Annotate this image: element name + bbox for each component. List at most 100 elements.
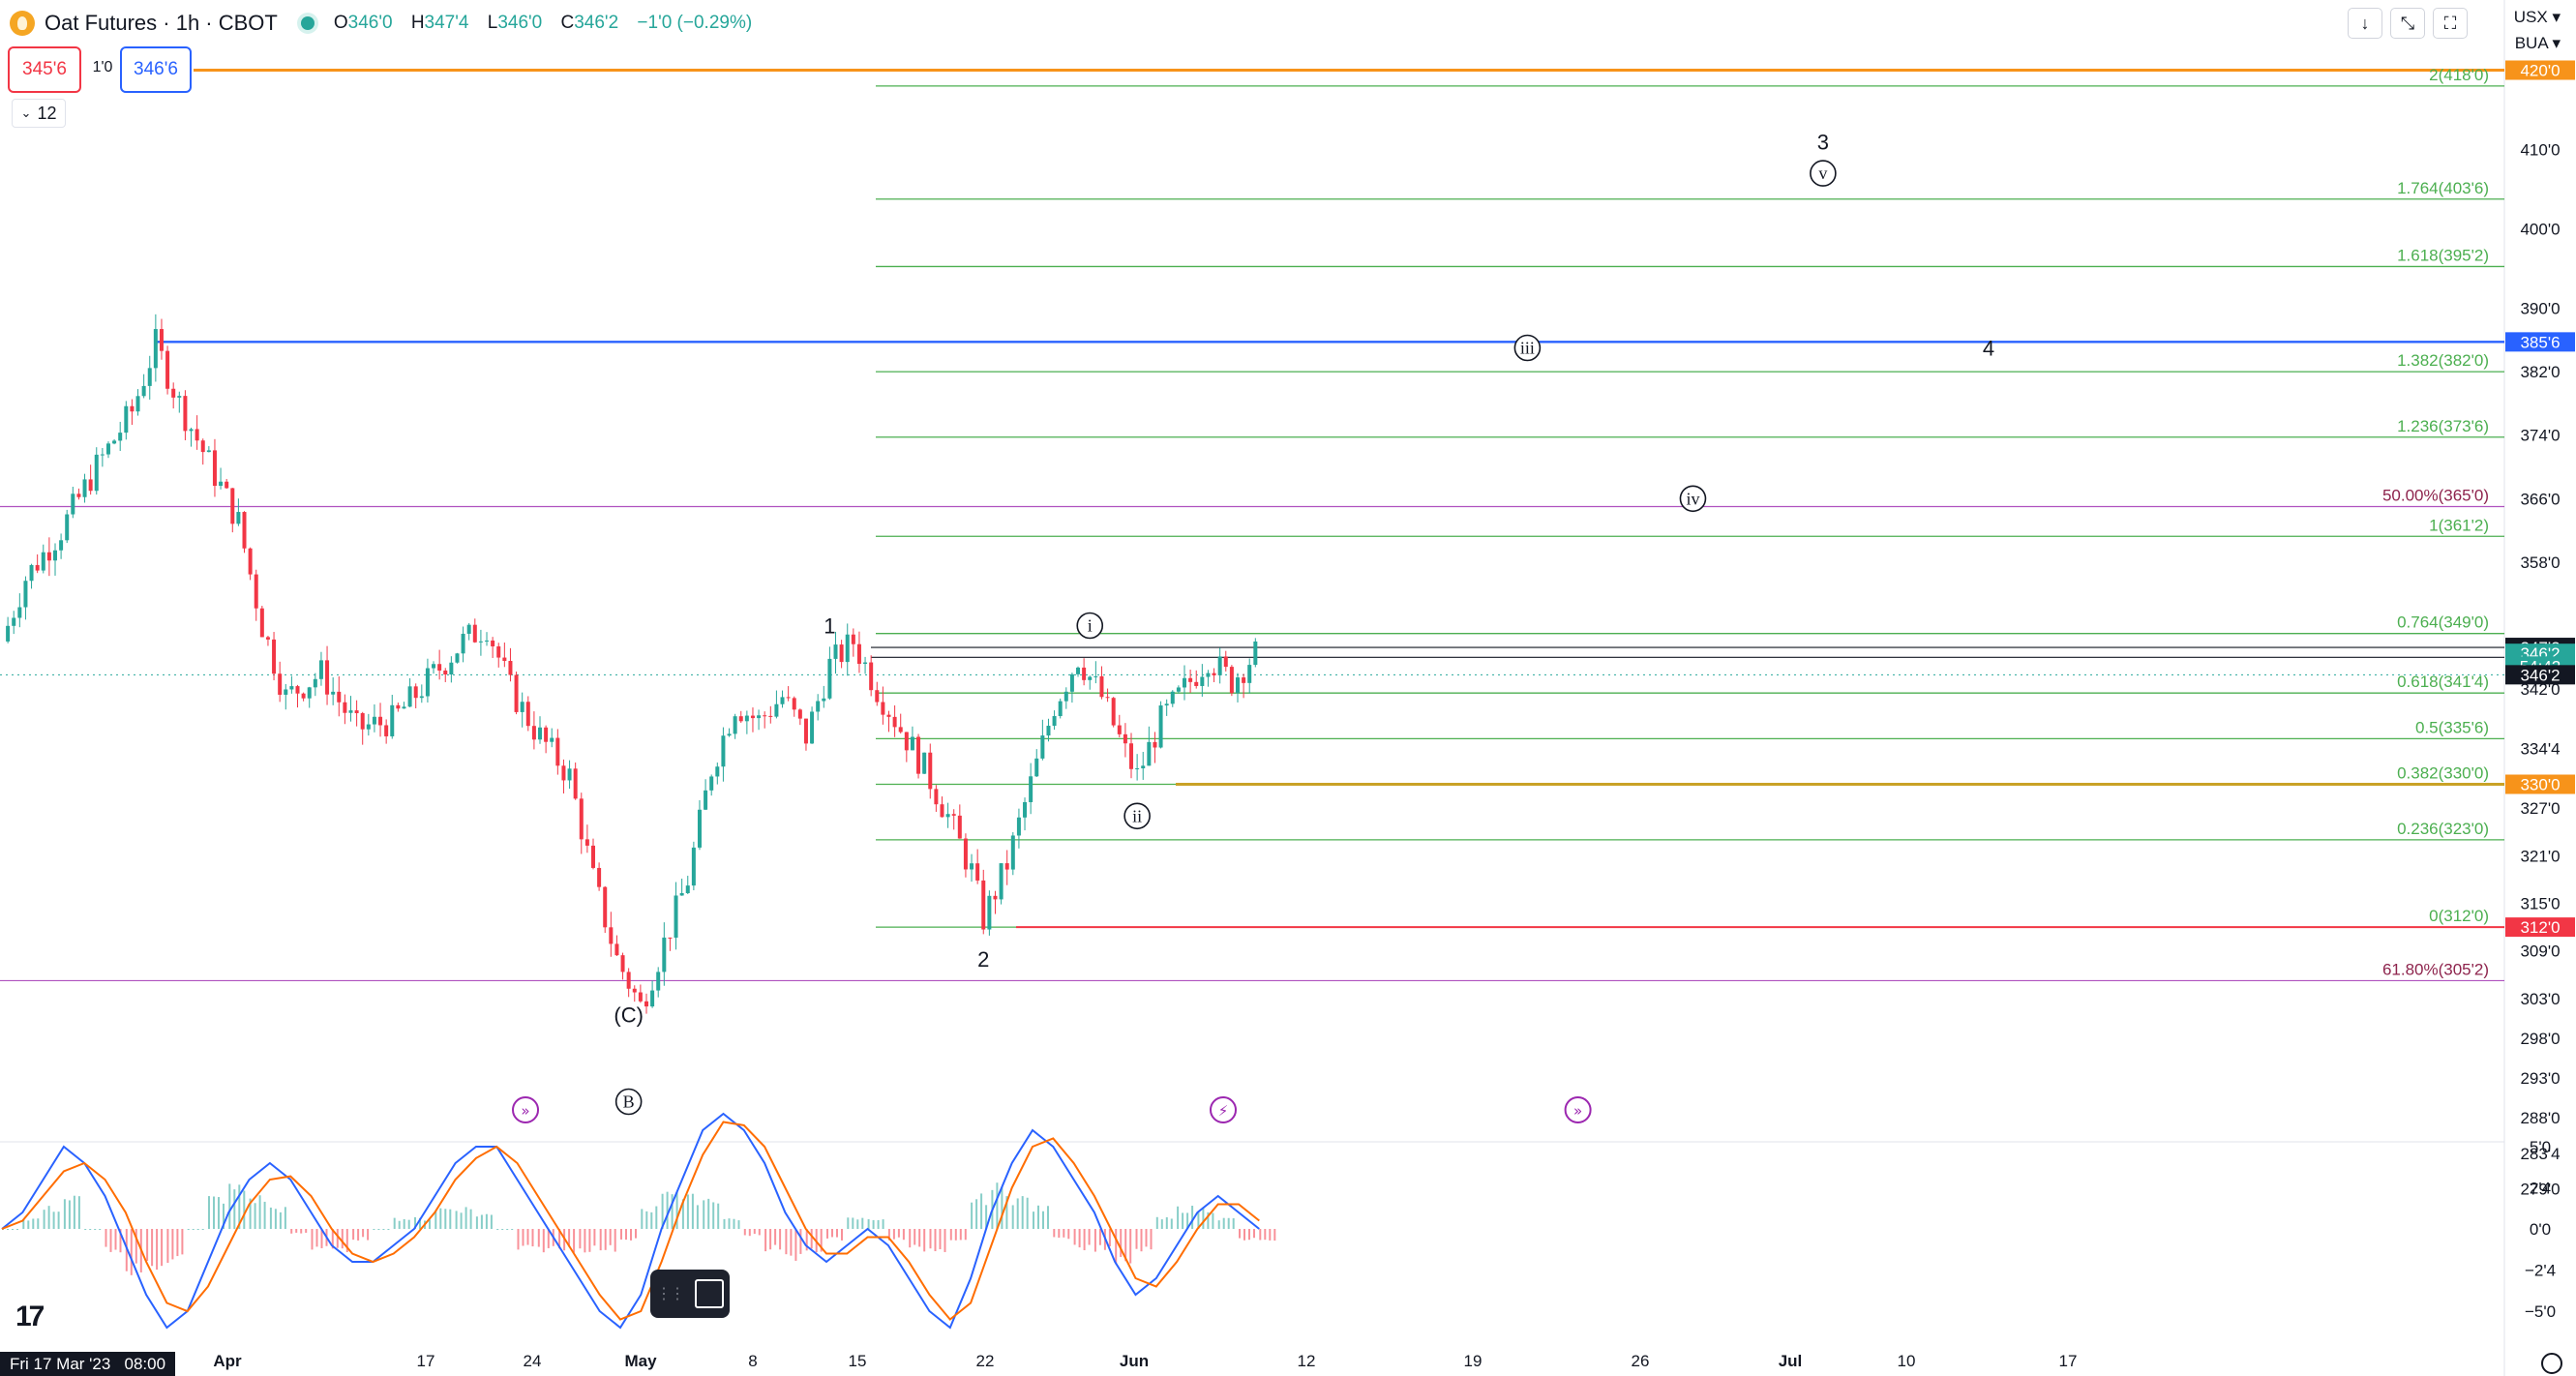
candle-body — [1088, 676, 1093, 680]
candle-body — [525, 702, 530, 727]
fib-level-label: 0(312'0) — [2429, 907, 2489, 925]
candle-body — [614, 943, 619, 956]
candle-body — [118, 433, 123, 441]
candle-body — [295, 686, 300, 694]
candle-body — [289, 686, 294, 690]
unit-select[interactable]: BUA ▾ — [2514, 34, 2561, 52]
osc-histogram-bar — [166, 1229, 169, 1264]
osc-histogram-bar — [944, 1229, 946, 1252]
osc-histogram-bar — [558, 1229, 561, 1249]
osc-histogram-bar — [1212, 1212, 1214, 1229]
price-axis-label: 390'0 — [2520, 300, 2560, 318]
osc-histogram-bar — [593, 1229, 596, 1246]
osc-axis-label: −2'4 — [2525, 1262, 2556, 1280]
candle-body — [52, 550, 57, 561]
osc-histogram-bar — [918, 1229, 921, 1247]
time-axis-label: 17 — [2059, 1352, 2078, 1370]
market-status-icon[interactable] — [300, 16, 315, 30]
candle-body — [378, 716, 383, 726]
candle-body — [23, 581, 28, 608]
candle-body — [1040, 735, 1045, 759]
forward-icon[interactable] — [512, 1096, 540, 1123]
osc-histogram-bar — [1165, 1216, 1168, 1229]
arrow-down-icon[interactable]: ↓ — [2348, 8, 2382, 39]
osc-histogram-bar — [882, 1219, 884, 1229]
osc-histogram-bar — [1160, 1219, 1163, 1229]
osc-histogram-bar — [434, 1211, 437, 1229]
osc-histogram-bar — [16, 1229, 18, 1230]
candle-body — [147, 368, 152, 386]
osc-histogram-bar — [196, 1229, 199, 1230]
select-tool-icon[interactable] — [695, 1279, 724, 1308]
price-axis-label: 303'0 — [2520, 990, 2560, 1008]
candle-body — [318, 660, 323, 679]
candle-body — [839, 644, 844, 663]
drawing-toolbar[interactable]: ⋮⋮ — [650, 1270, 730, 1318]
price-badge-label: 312'0 — [2520, 918, 2560, 937]
candle-body — [674, 895, 678, 939]
osc-histogram-bar — [455, 1211, 458, 1229]
candle-body — [112, 440, 117, 444]
candle-body — [94, 454, 99, 492]
candle-body — [307, 687, 312, 699]
time-axis-label: 12 — [1298, 1352, 1316, 1370]
osc-histogram-bar — [686, 1194, 689, 1229]
candle-body — [242, 512, 247, 549]
osc-histogram-bar — [892, 1229, 895, 1240]
candle-body — [502, 657, 507, 662]
osc-histogram-bar — [414, 1216, 416, 1229]
bolt-icon[interactable] — [1210, 1096, 1237, 1123]
time-axis-label: May — [624, 1352, 657, 1370]
osc-histogram-bar — [1232, 1218, 1235, 1229]
fib-level-label: 0.618(341'4) — [2397, 673, 2489, 691]
symbol-title[interactable]: Oat Futures · 1h · CBOT — [45, 11, 278, 35]
candle-body — [313, 678, 317, 688]
wave-label-circle — [1123, 802, 1151, 830]
currency-select[interactable]: USX ▾ — [2513, 8, 2561, 26]
candle-body — [1046, 726, 1051, 736]
osc-histogram-bar — [1239, 1229, 1241, 1239]
sell-button[interactable]: 345'6 — [8, 46, 81, 93]
candle-body — [531, 726, 536, 740]
osc-histogram-bar — [119, 1229, 122, 1253]
osc-histogram-bar — [506, 1229, 509, 1230]
osc-histogram-bar — [1063, 1229, 1065, 1238]
osc-histogram-bar — [635, 1229, 637, 1239]
osc-histogram-bar — [588, 1229, 591, 1252]
osc-histogram-bar — [959, 1229, 962, 1241]
forward-icon[interactable] — [1564, 1096, 1592, 1123]
gear-icon[interactable] — [2541, 1353, 2562, 1374]
candle-body — [567, 768, 572, 781]
candle-body — [1212, 673, 1216, 675]
osc-histogram-bar — [305, 1229, 308, 1233]
osc-histogram-bar — [94, 1229, 97, 1230]
collapse-icon[interactable]: ⤡ — [2390, 8, 2425, 39]
osc-histogram-bar — [213, 1196, 215, 1229]
buy-button[interactable]: 346'6 — [120, 46, 192, 93]
indicators-toggle[interactable]: ⌄ 12 — [12, 99, 66, 128]
candle-body — [1164, 703, 1169, 706]
price-axis-label: 283'4 — [2520, 1145, 2560, 1163]
retracement-label: 61.80%(305'2) — [2382, 960, 2489, 978]
candle-body — [981, 880, 986, 930]
price-axis-label: 279'0 — [2520, 1181, 2560, 1199]
price-axis-label: 288'0 — [2520, 1109, 2560, 1127]
candle-body — [1016, 817, 1021, 836]
price-axis-label: 327'0 — [2520, 799, 2560, 818]
candle-body — [963, 838, 968, 870]
osc-histogram-bar — [526, 1229, 529, 1245]
candle-body — [366, 724, 371, 730]
price-badge — [2505, 774, 2575, 794]
time-axis-label: 24 — [524, 1352, 542, 1370]
osc-histogram-bar — [135, 1229, 137, 1264]
fullscreen-icon[interactable]: ⛶ — [2433, 8, 2468, 39]
candle-body — [135, 396, 140, 412]
drag-handle-icon[interactable]: ⋮⋮ — [656, 1286, 685, 1302]
chevron-down-icon: ⌄ — [20, 105, 32, 120]
osc-histogram-bar — [1197, 1211, 1200, 1229]
osc-axis-label: 0'0 — [2530, 1220, 2551, 1239]
candle-body — [970, 863, 974, 870]
spread-value: 1'0 — [92, 59, 113, 75]
osc-histogram-bar — [63, 1199, 66, 1229]
